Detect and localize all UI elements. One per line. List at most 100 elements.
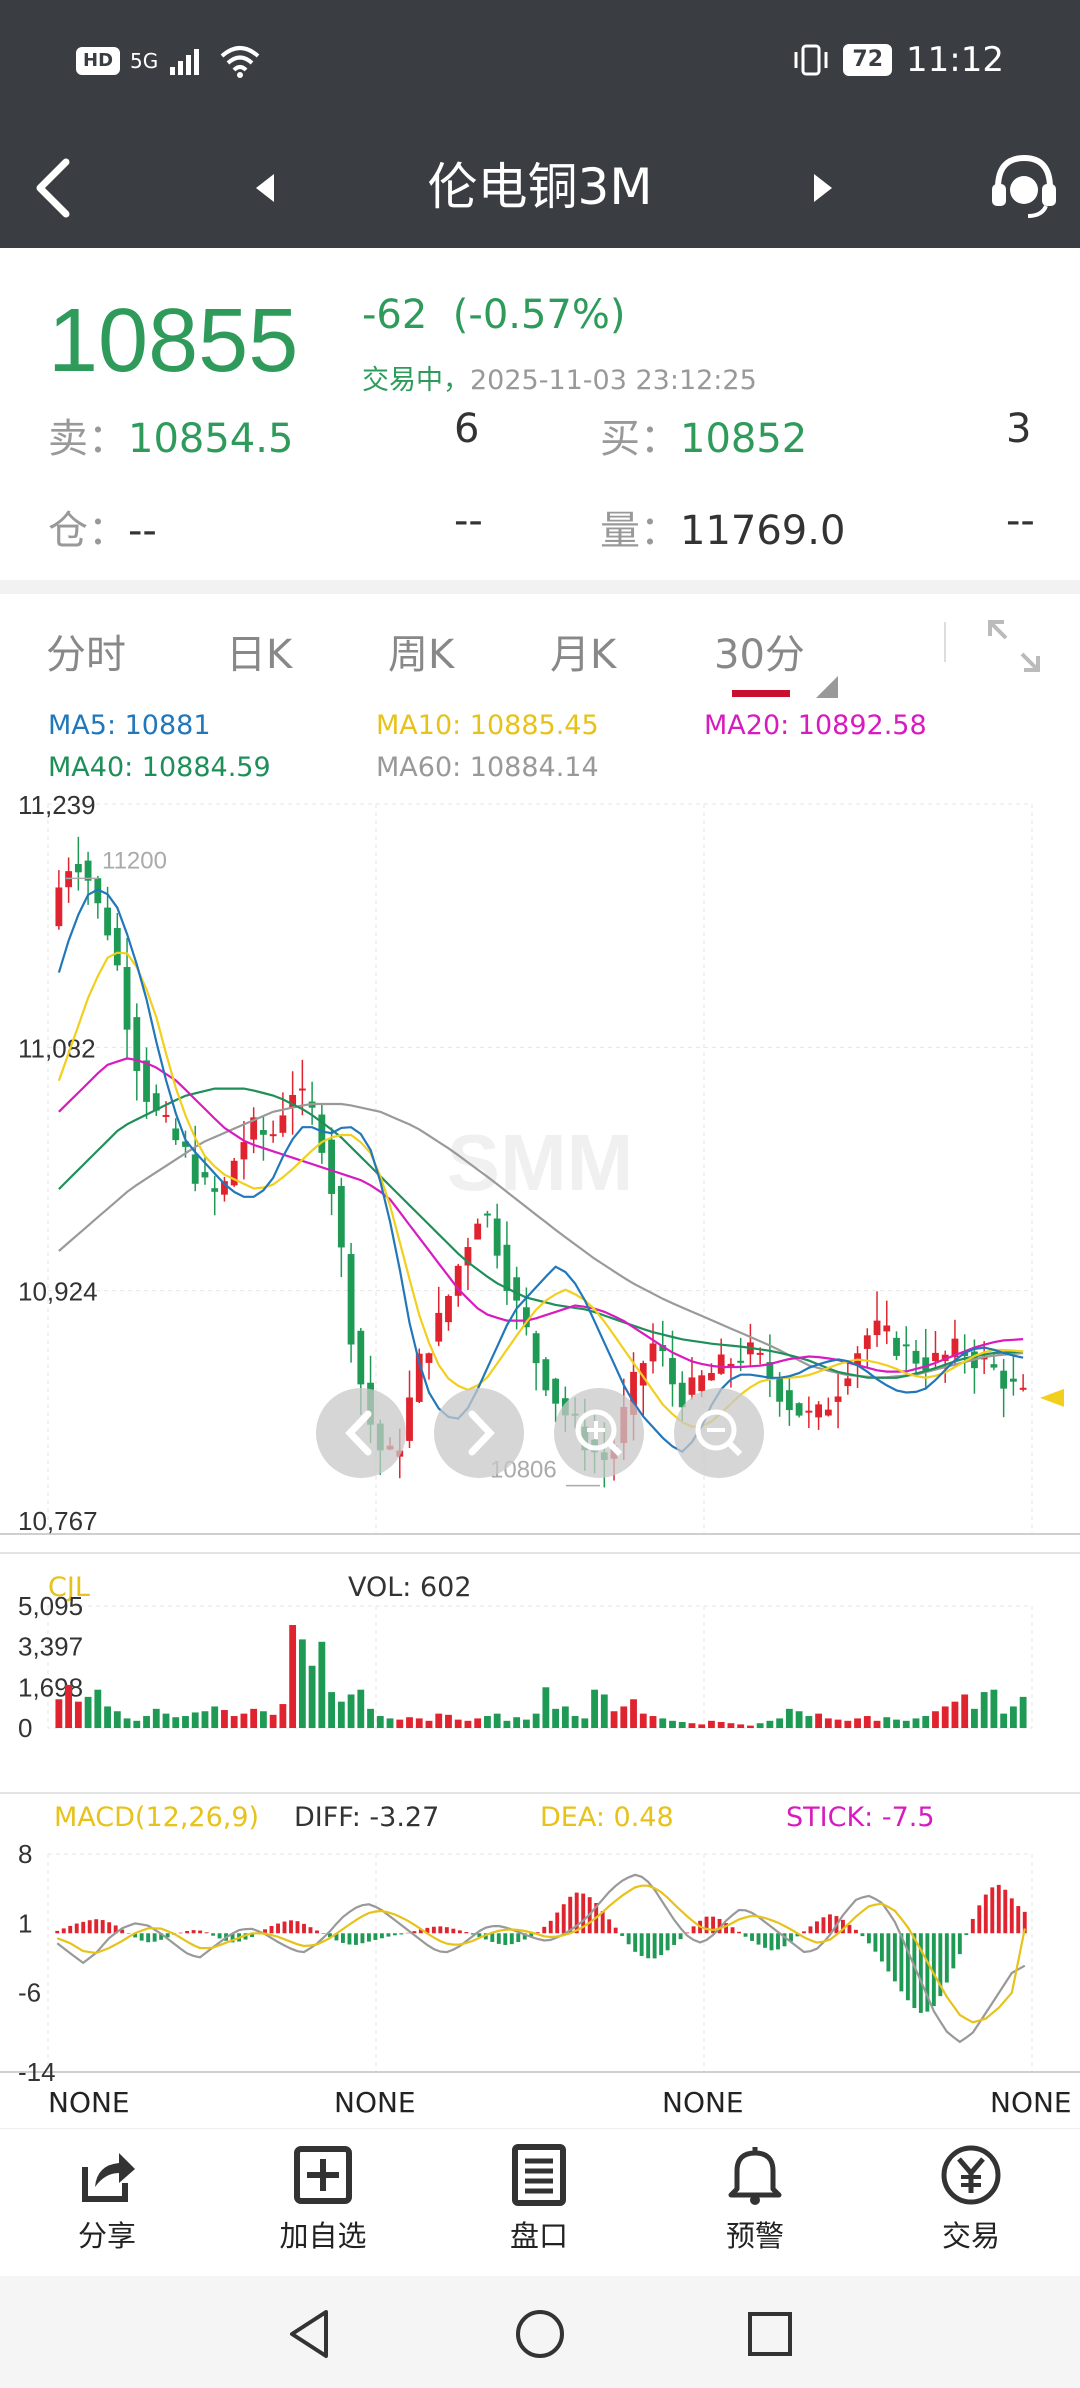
- section-divider: [0, 580, 1080, 594]
- scroll-right-button[interactable]: [434, 1388, 524, 1478]
- system-recents-icon[interactable]: [742, 2306, 798, 2362]
- volume-bar: [737, 1724, 745, 1728]
- tab-intraday[interactable]: 分时: [46, 632, 126, 678]
- scroll-left-button[interactable]: [316, 1388, 406, 1478]
- share-button[interactable]: 分享: [42, 2143, 172, 2255]
- order-book-button[interactable]: 盘口: [474, 2143, 604, 2255]
- chart-frame: [47, 1853, 1033, 2073]
- volume-bar: [542, 1687, 550, 1728]
- volume-bar: [669, 1720, 676, 1728]
- volume-bar: [1000, 1713, 1008, 1728]
- nav-bar: 伦电铜3M: [0, 128, 1080, 248]
- active-tab-indicator: [732, 690, 790, 697]
- volume-bar: [766, 1720, 774, 1728]
- candle-body: [493, 1218, 501, 1256]
- volume-bar: [308, 1665, 316, 1728]
- volume-change: --: [1006, 498, 1035, 544]
- candle-body: [834, 1396, 842, 1402]
- volume-bar: [260, 1711, 267, 1728]
- volume-bar: [922, 1716, 930, 1728]
- volume-bar: [902, 1720, 910, 1728]
- volume-bar: [747, 1725, 754, 1728]
- prev-contract-icon[interactable]: [246, 168, 286, 208]
- volume-bar: [406, 1717, 413, 1728]
- candle-body: [815, 1404, 822, 1418]
- volume-bar: [493, 1713, 501, 1728]
- tab-daily-k[interactable]: 日K: [226, 632, 293, 678]
- candle-body: [337, 1186, 345, 1248]
- volume-chart[interactable]: CJL VOL: 602 5,095 3,397 1,698 0: [0, 1560, 1080, 1760]
- alert-button[interactable]: 预警: [690, 2143, 820, 2255]
- last-price-marker: [1040, 1388, 1064, 1407]
- zoom-out-button[interactable]: [674, 1388, 764, 1478]
- volume-bar: [678, 1722, 686, 1728]
- customer-service-icon[interactable]: [984, 146, 1064, 226]
- sell-row: 卖：10854.5: [48, 406, 293, 464]
- candle-body: [727, 1363, 735, 1368]
- candle-body: [639, 1363, 647, 1386]
- volume-bar: [435, 1713, 443, 1728]
- candle-body: [669, 1357, 676, 1385]
- trade-button[interactable]: 交易: [906, 2143, 1036, 2255]
- candle-body: [688, 1377, 696, 1395]
- candle-body: [922, 1357, 930, 1371]
- volume-bar: [883, 1717, 891, 1728]
- macd-stick-label: STICK: -7.5: [786, 1802, 935, 1833]
- wifi-icon: [220, 46, 260, 78]
- candle-body: [844, 1378, 852, 1387]
- volume-bar: [708, 1720, 715, 1728]
- candle-body: [824, 1409, 832, 1416]
- system-home-icon[interactable]: [512, 2306, 568, 2362]
- add-watchlist-button[interactable]: 加自选: [258, 2143, 388, 2255]
- candle-body: [698, 1375, 706, 1392]
- volume-bar: [269, 1714, 277, 1728]
- chart-frame: [47, 1605, 1033, 1729]
- volume-bar: [971, 1708, 978, 1728]
- volume-bar: [639, 1713, 647, 1728]
- y-tick-label: -6: [18, 1978, 41, 2008]
- candle-body: [162, 1114, 170, 1117]
- volume-bar: [123, 1718, 131, 1728]
- candle-body: [113, 928, 121, 966]
- candle-body: [211, 1188, 219, 1192]
- x-axis-label: NONE: [48, 2086, 130, 2119]
- candle-body: [542, 1359, 550, 1391]
- candle-body: [902, 1344, 910, 1347]
- macd-diff-label: DIFF: -3.27: [294, 1802, 439, 1833]
- y-tick-label: 0: [18, 1713, 32, 1743]
- volume-bar: [961, 1694, 969, 1728]
- candle-body: [785, 1390, 793, 1411]
- dropdown-triangle-icon[interactable]: [816, 676, 838, 698]
- volume-bar: [893, 1719, 900, 1728]
- candle-body: [659, 1345, 667, 1352]
- price-change: -62 (-0.57%): [362, 292, 626, 338]
- volume-bar: [221, 1710, 228, 1728]
- candle-body: [191, 1154, 199, 1184]
- timestamp: 2025-11-03 23:12:25: [470, 365, 757, 396]
- tab-weekly-k[interactable]: 周K: [388, 632, 455, 678]
- tab-monthly-k[interactable]: 月K: [550, 632, 617, 678]
- oi-label: 仓：: [48, 508, 128, 554]
- zoom-in-button[interactable]: [554, 1388, 644, 1478]
- volume-bar: [951, 1701, 959, 1728]
- system-back-icon[interactable]: [282, 2306, 338, 2362]
- tab-30min[interactable]: 30分: [714, 632, 805, 678]
- chevron-left-icon: [345, 1410, 372, 1456]
- fullscreen-icon[interactable]: [984, 616, 1044, 676]
- high-annotation: 11200: [102, 848, 167, 875]
- candle-body: [65, 871, 73, 888]
- network-type: 5G: [130, 49, 159, 73]
- volume-bar: [113, 1711, 121, 1728]
- volume-bar: [854, 1718, 861, 1728]
- next-contract-icon[interactable]: [802, 168, 842, 208]
- back-arrow-icon[interactable]: [28, 150, 98, 226]
- buy-row: 买：10852: [600, 406, 807, 464]
- ma20-legend: MA20: 10892.58: [704, 710, 927, 741]
- volume-bar: [318, 1641, 326, 1728]
- volume-bar: [474, 1718, 482, 1728]
- volume-bar: [328, 1692, 335, 1728]
- y-tick-label: 11,082: [18, 1033, 96, 1063]
- macd-chart[interactable]: MACD(12,26,9) DIFF: -3.27 DEA: 0.48 STICK: …: [0, 1790, 1080, 2090]
- volume-bar: [932, 1711, 939, 1728]
